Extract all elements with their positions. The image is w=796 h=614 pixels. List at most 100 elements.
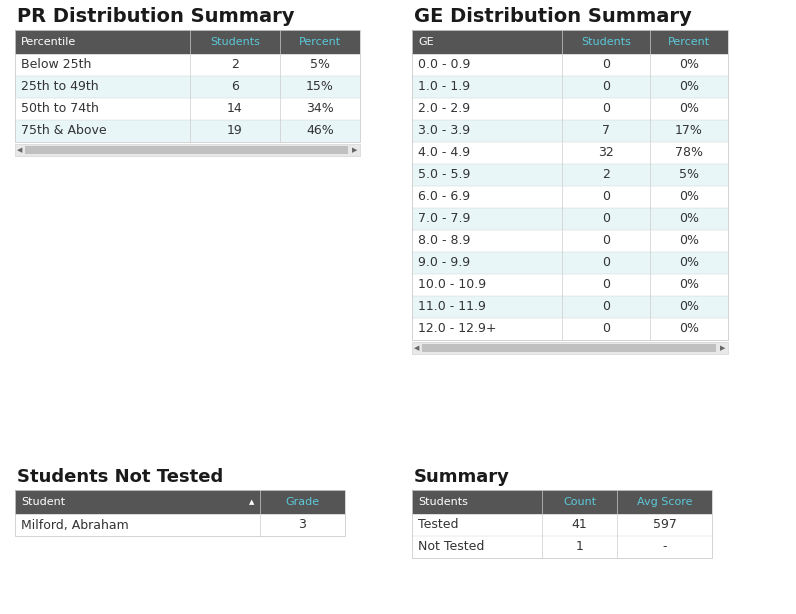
Text: ▲: ▲ — [249, 499, 255, 505]
Bar — [15, 490, 345, 514]
Bar — [15, 76, 360, 98]
Text: 5%: 5% — [310, 58, 330, 71]
Text: 0.0 - 0.9: 0.0 - 0.9 — [418, 58, 470, 71]
Text: Avg Score: Avg Score — [637, 497, 693, 507]
Bar — [412, 318, 728, 340]
Bar — [15, 98, 360, 120]
Text: 0: 0 — [602, 190, 610, 203]
Text: Not Tested: Not Tested — [418, 540, 485, 553]
Bar — [412, 30, 728, 54]
Text: 0: 0 — [602, 58, 610, 71]
Text: Percentile: Percentile — [21, 37, 76, 47]
Text: 1: 1 — [576, 540, 583, 553]
Text: 0%: 0% — [679, 103, 699, 115]
Text: Students: Students — [418, 497, 468, 507]
Text: 0: 0 — [602, 322, 610, 335]
Text: 50th to 74th: 50th to 74th — [21, 103, 99, 115]
Text: 0: 0 — [602, 80, 610, 93]
Bar — [15, 30, 360, 142]
Text: 8.0 - 8.9: 8.0 - 8.9 — [418, 235, 470, 247]
Text: 0: 0 — [602, 279, 610, 292]
Bar — [412, 186, 728, 208]
Bar — [412, 164, 728, 186]
Text: 0%: 0% — [679, 190, 699, 203]
Text: 1.0 - 1.9: 1.0 - 1.9 — [418, 80, 470, 93]
Text: 3.0 - 3.9: 3.0 - 3.9 — [418, 125, 470, 138]
Text: 0: 0 — [602, 257, 610, 270]
Text: 46%: 46% — [306, 125, 334, 138]
Text: 3: 3 — [298, 518, 306, 532]
Text: 78%: 78% — [675, 147, 703, 160]
Bar — [25, 146, 348, 154]
Text: Below 25th: Below 25th — [21, 58, 92, 71]
Text: Grade: Grade — [286, 497, 319, 507]
Text: 5%: 5% — [679, 168, 699, 182]
Text: 0%: 0% — [679, 279, 699, 292]
Text: Summary: Summary — [414, 468, 510, 486]
Text: 2: 2 — [602, 168, 610, 182]
Text: Tested: Tested — [418, 518, 458, 532]
Text: 75th & Above: 75th & Above — [21, 125, 107, 138]
Bar — [412, 490, 712, 558]
Bar — [15, 120, 360, 142]
Text: 0: 0 — [602, 103, 610, 115]
Text: 19: 19 — [227, 125, 243, 138]
Text: GE Distribution Summary: GE Distribution Summary — [414, 7, 692, 26]
Bar — [412, 98, 728, 120]
Text: 25th to 49th: 25th to 49th — [21, 80, 99, 93]
Text: 7: 7 — [602, 125, 610, 138]
Text: ◀: ◀ — [18, 147, 23, 153]
Text: 2: 2 — [231, 58, 239, 71]
Text: ▶: ▶ — [353, 147, 357, 153]
Text: 7.0 - 7.9: 7.0 - 7.9 — [418, 212, 470, 225]
Bar — [412, 296, 728, 318]
Text: Student: Student — [21, 497, 65, 507]
Text: 0%: 0% — [679, 322, 699, 335]
Bar — [412, 230, 728, 252]
Text: 14: 14 — [227, 103, 243, 115]
Text: 0%: 0% — [679, 58, 699, 71]
Bar — [15, 490, 345, 536]
Text: 6.0 - 6.9: 6.0 - 6.9 — [418, 190, 470, 203]
Text: 0%: 0% — [679, 300, 699, 314]
Text: Students: Students — [210, 37, 260, 47]
Text: 597: 597 — [653, 518, 677, 532]
Bar — [15, 54, 360, 76]
Text: Percent: Percent — [299, 37, 341, 47]
Text: 0: 0 — [602, 212, 610, 225]
Text: 0%: 0% — [679, 212, 699, 225]
Text: 5.0 - 5.9: 5.0 - 5.9 — [418, 168, 470, 182]
Text: ▶: ▶ — [720, 345, 726, 351]
Bar — [422, 344, 716, 352]
Text: Students: Students — [581, 37, 631, 47]
Bar — [412, 120, 728, 142]
Bar — [412, 342, 728, 354]
Text: 0: 0 — [602, 235, 610, 247]
Bar — [412, 490, 712, 514]
Text: ◀: ◀ — [414, 345, 419, 351]
Text: 0%: 0% — [679, 80, 699, 93]
Bar — [412, 208, 728, 230]
Bar — [412, 252, 728, 274]
Text: 11.0 - 11.9: 11.0 - 11.9 — [418, 300, 486, 314]
Bar — [15, 144, 360, 156]
Bar — [412, 536, 712, 558]
Bar — [412, 30, 728, 340]
Bar — [412, 514, 712, 536]
Text: GE: GE — [418, 37, 434, 47]
Text: 12.0 - 12.9+: 12.0 - 12.9+ — [418, 322, 497, 335]
Text: 41: 41 — [572, 518, 587, 532]
Bar — [412, 54, 728, 76]
Bar — [15, 514, 345, 536]
Text: 0: 0 — [602, 300, 610, 314]
Bar — [412, 274, 728, 296]
Text: 17%: 17% — [675, 125, 703, 138]
Text: Students Not Tested: Students Not Tested — [17, 468, 223, 486]
Text: Percent: Percent — [668, 37, 710, 47]
Text: -: - — [662, 540, 667, 553]
Bar — [15, 30, 360, 54]
Text: 4.0 - 4.9: 4.0 - 4.9 — [418, 147, 470, 160]
Text: Milford, Abraham: Milford, Abraham — [21, 518, 129, 532]
Text: 34%: 34% — [306, 103, 334, 115]
Bar — [412, 76, 728, 98]
